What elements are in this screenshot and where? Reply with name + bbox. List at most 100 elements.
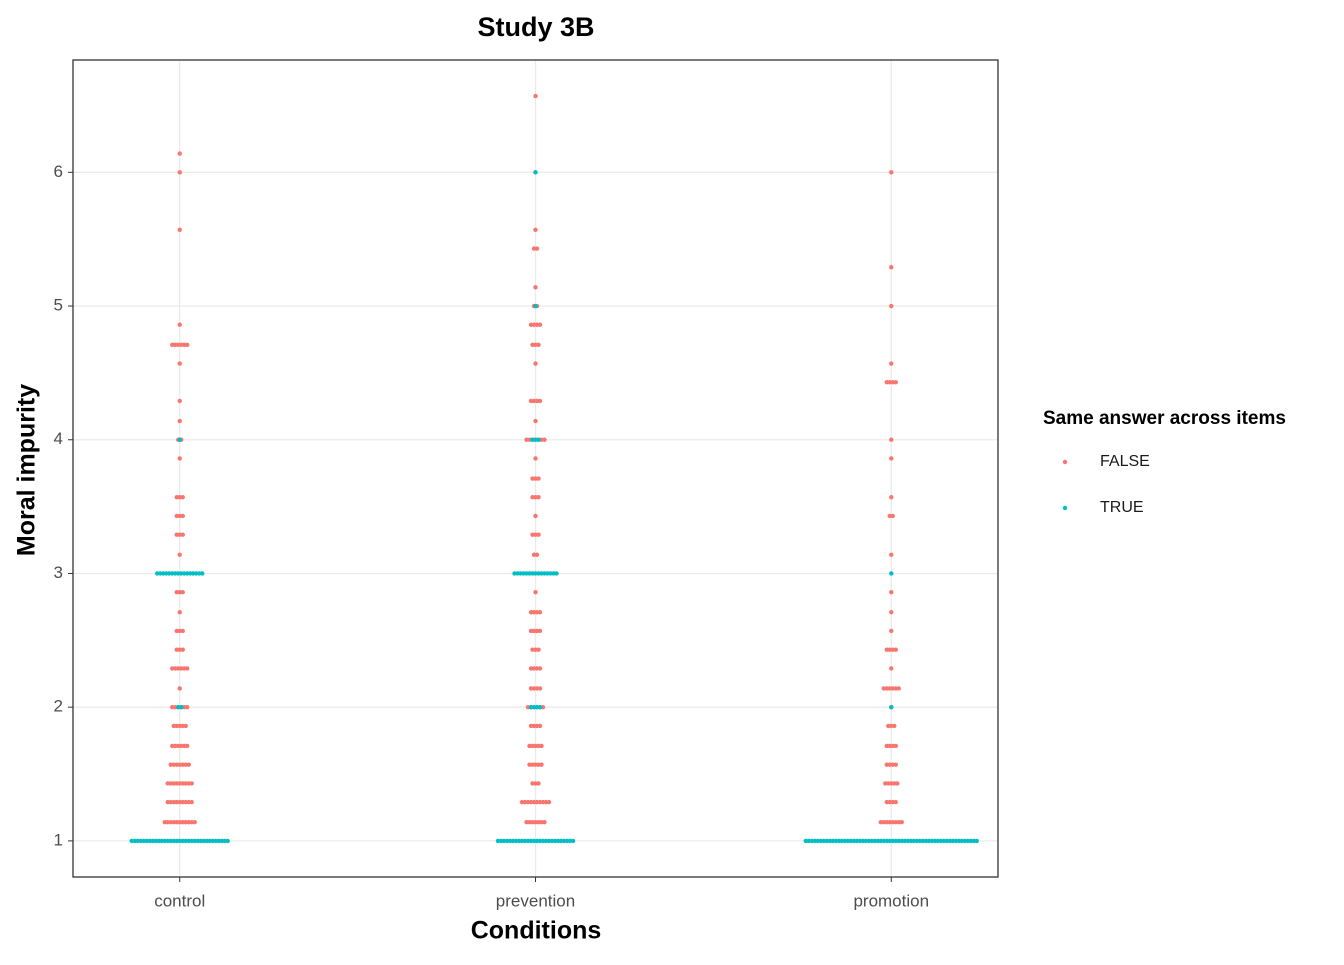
dot xyxy=(889,628,894,634)
dot xyxy=(180,628,185,634)
dot xyxy=(974,838,979,844)
dot xyxy=(893,647,898,652)
legend-label: TRUE xyxy=(1100,499,1144,516)
y-tick-label: 2 xyxy=(54,697,63,716)
y-tick-label: 1 xyxy=(54,830,63,849)
dot xyxy=(533,303,538,309)
y-tick-label: 6 xyxy=(54,162,63,181)
dot xyxy=(534,552,540,557)
dot xyxy=(889,265,894,270)
dot xyxy=(534,246,540,251)
dot xyxy=(533,456,538,461)
dot xyxy=(889,303,894,309)
dot xyxy=(177,456,182,461)
dot xyxy=(536,342,541,348)
legend-key xyxy=(1062,459,1068,465)
dot xyxy=(533,361,538,366)
dot xyxy=(889,552,894,557)
dot xyxy=(889,610,894,615)
dot xyxy=(177,398,182,404)
legend-key xyxy=(1062,505,1068,511)
dot xyxy=(889,589,894,595)
dot xyxy=(537,723,543,729)
dot xyxy=(536,476,541,481)
y-tick-label: 3 xyxy=(54,563,63,582)
dot xyxy=(533,227,538,233)
dot xyxy=(542,819,547,825)
chart-title: Study 3B xyxy=(477,12,594,42)
dot xyxy=(889,571,894,576)
dot xyxy=(889,495,894,500)
dot xyxy=(189,799,194,805)
dot xyxy=(177,437,182,442)
dot xyxy=(537,686,543,691)
dot xyxy=(185,666,190,671)
dot xyxy=(889,437,894,442)
dot xyxy=(539,743,544,749)
dot xyxy=(546,799,552,805)
dot xyxy=(533,418,538,424)
dot xyxy=(185,743,190,749)
dot xyxy=(177,361,182,366)
dot xyxy=(225,838,230,844)
dot xyxy=(893,743,898,749)
dot xyxy=(537,398,543,404)
dot xyxy=(177,686,182,691)
dot xyxy=(893,762,898,767)
dot xyxy=(890,513,895,519)
dot xyxy=(889,456,894,461)
dot xyxy=(180,647,185,652)
y-axis-label: Moral impurity xyxy=(13,384,41,556)
dot xyxy=(180,532,185,537)
dot xyxy=(533,93,538,99)
dot xyxy=(537,628,543,634)
dot xyxy=(192,819,197,825)
dot xyxy=(533,285,538,290)
dot xyxy=(895,781,900,786)
dot xyxy=(537,666,543,671)
dot xyxy=(893,380,898,385)
dot xyxy=(180,589,185,595)
dot xyxy=(533,513,538,519)
dot xyxy=(542,437,547,442)
dot xyxy=(177,322,182,327)
dot xyxy=(185,342,190,348)
dot xyxy=(200,571,205,576)
y-tick-label: 4 xyxy=(54,429,63,448)
dot xyxy=(537,704,543,710)
dot xyxy=(536,495,541,500)
dot xyxy=(179,704,184,710)
x-tick-label: promotion xyxy=(853,891,929,910)
dot xyxy=(185,704,190,710)
dot xyxy=(539,762,544,767)
dot xyxy=(893,799,898,805)
dot xyxy=(889,170,894,175)
dot xyxy=(570,838,576,844)
dot xyxy=(533,589,538,595)
dot xyxy=(889,361,894,366)
dot xyxy=(177,610,182,615)
dot xyxy=(889,704,894,710)
legend-title: Same answer across items xyxy=(1043,408,1286,429)
dot xyxy=(177,418,182,424)
dot xyxy=(189,781,194,786)
dot xyxy=(554,571,559,576)
dot xyxy=(537,610,543,615)
dot xyxy=(537,322,543,327)
dot xyxy=(536,532,541,537)
dot xyxy=(889,666,894,671)
dot xyxy=(536,781,541,786)
dot xyxy=(177,170,182,175)
dot xyxy=(180,513,185,519)
y-tick-label: 5 xyxy=(54,296,63,315)
dot xyxy=(899,819,904,825)
dot xyxy=(177,227,182,233)
dot xyxy=(533,170,538,175)
dot xyxy=(186,762,191,767)
dot xyxy=(180,495,185,500)
x-tick-label: prevention xyxy=(496,891,575,910)
dot xyxy=(177,552,182,557)
dot xyxy=(183,723,188,729)
